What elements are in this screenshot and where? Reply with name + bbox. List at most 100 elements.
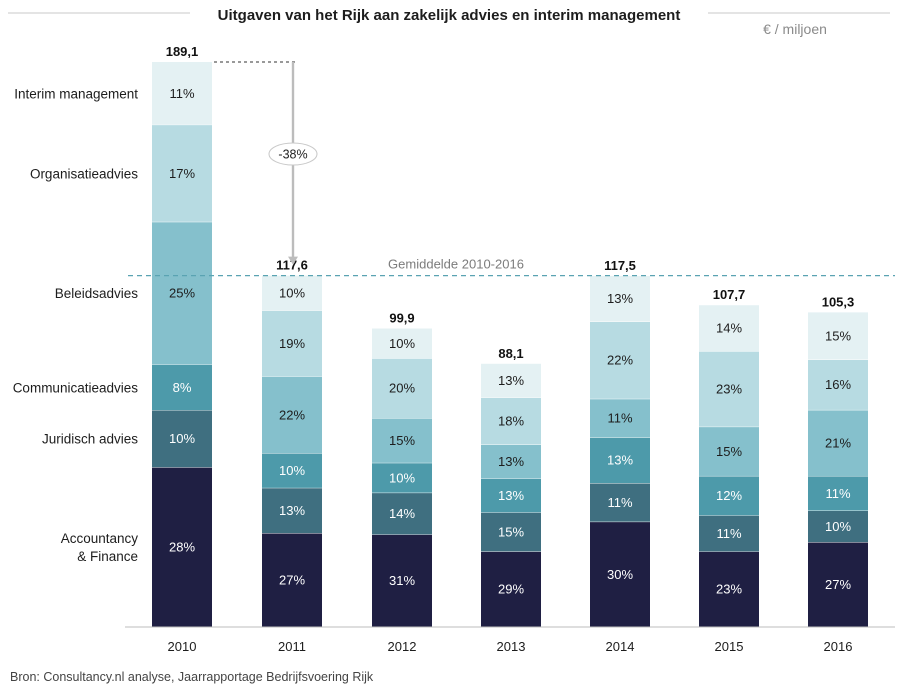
bar-segment xyxy=(481,363,541,398)
bar-segment xyxy=(372,462,432,493)
x-tick-label: 2012 xyxy=(388,639,417,654)
segment-percent-label: 10% xyxy=(825,519,851,534)
category-label: & Finance xyxy=(77,549,138,564)
segment-percent-label: 12% xyxy=(716,488,742,503)
segment-percent-label: 10% xyxy=(389,336,415,351)
bar-total-label: 107,7 xyxy=(713,287,746,302)
segment-percent-label: 13% xyxy=(498,454,524,469)
category-labels: Accountancy & Finance Juridisch advies Comm… xyxy=(13,86,139,564)
unit-label: € / miljoen xyxy=(763,21,827,37)
segment-percent-label: 15% xyxy=(716,444,742,459)
segment-percent-label: 21% xyxy=(825,435,851,450)
x-tick-label: 2014 xyxy=(606,639,635,654)
segment-percent-label: 19% xyxy=(279,336,305,351)
bar-segment xyxy=(372,418,432,463)
segment-percent-label: 27% xyxy=(825,577,851,592)
bar-segment xyxy=(152,62,212,125)
x-tick-label: 2015 xyxy=(715,639,744,654)
segment-percent-label: 23% xyxy=(716,381,742,396)
bar-segment xyxy=(808,312,868,360)
segment-percent-label: 28% xyxy=(169,540,195,555)
bar-segment xyxy=(699,305,759,352)
segment-percent-label: 10% xyxy=(279,463,305,478)
segment-percent-label: 27% xyxy=(279,573,305,588)
segment-percent-label: 13% xyxy=(607,453,633,468)
bar-segment xyxy=(808,409,868,476)
bar-segment xyxy=(699,551,759,627)
bar-segment xyxy=(262,487,322,534)
bar-segment xyxy=(262,533,322,627)
x-tick-label: 2013 xyxy=(497,639,526,654)
bar-segment xyxy=(481,551,541,627)
bar-total-label: 117,6 xyxy=(276,258,308,273)
segment-percent-label: 8% xyxy=(173,380,192,395)
bar-segment xyxy=(699,515,759,552)
bar-segment xyxy=(590,275,650,322)
segment-percent-label: 14% xyxy=(389,506,415,521)
bar-segment xyxy=(699,351,759,427)
segment-percent-label: 20% xyxy=(389,381,415,396)
segment-percent-label: 15% xyxy=(389,433,415,448)
segment-percent-label: 29% xyxy=(498,582,524,597)
segment-percent-label: 11% xyxy=(169,86,194,101)
bar-segment xyxy=(808,510,868,543)
category-label: Organisatieadvies xyxy=(30,166,138,181)
bar-segment xyxy=(481,512,541,552)
bar-segment xyxy=(590,398,650,438)
bar-segment xyxy=(808,359,868,410)
change-arrow-head xyxy=(288,256,298,265)
bar-segment xyxy=(262,275,322,311)
bar-segment xyxy=(481,397,541,445)
bar-segment xyxy=(481,478,541,513)
category-label: Communicatieadvies xyxy=(13,380,139,395)
bar-segment xyxy=(372,492,432,535)
bar-total-label: 105,3 xyxy=(822,294,855,309)
bar-segment xyxy=(372,328,432,359)
segment-percent-label: 14% xyxy=(716,321,742,336)
segment-percent-label: 30% xyxy=(607,567,633,582)
segment-percent-label: 13% xyxy=(607,291,633,306)
segment-percent-label: 16% xyxy=(825,377,851,392)
category-label: Beleidsadvies xyxy=(55,286,139,301)
bar-segment xyxy=(152,221,212,365)
bar-segment xyxy=(808,542,868,627)
segment-percent-label: 31% xyxy=(389,573,415,588)
segment-percent-label: 10% xyxy=(389,470,415,485)
bar-total-label: 189,1 xyxy=(166,44,199,59)
bar-segment xyxy=(152,364,212,411)
segment-percent-label: 17% xyxy=(169,166,195,181)
bar-segment xyxy=(262,453,322,488)
segment-percent-label: 22% xyxy=(607,353,633,368)
bar-segment xyxy=(699,426,759,476)
bar-segment xyxy=(262,376,322,454)
segment-percent-label: 25% xyxy=(169,286,195,301)
x-tick-label: 2011 xyxy=(278,639,306,654)
bar-segment xyxy=(372,358,432,419)
segment-percent-label: 13% xyxy=(498,488,524,503)
bar-segment xyxy=(152,467,212,627)
bar-segment xyxy=(590,437,650,484)
bar-segment xyxy=(152,410,212,468)
bar-segment xyxy=(481,444,541,479)
category-label: Interim management xyxy=(14,86,138,101)
bar-total-label: 88,1 xyxy=(498,346,523,361)
segment-percent-label: 15% xyxy=(825,328,851,343)
segment-percent-label: 10% xyxy=(279,286,305,301)
bar-segment xyxy=(699,475,759,516)
source-note: Bron: Consultancy.nl analyse, Jaarrappor… xyxy=(10,670,374,684)
segment-percent-label: 13% xyxy=(498,373,524,388)
chart-title: Uitgaven van het Rijk aan zakelijk advie… xyxy=(218,7,681,24)
bar-total-label: 99,9 xyxy=(389,311,414,326)
segment-percent-label: 13% xyxy=(279,503,305,518)
segment-percent-label: 23% xyxy=(716,582,742,597)
segment-percent-label: 15% xyxy=(498,524,524,539)
category-label: Accountancy xyxy=(61,531,139,546)
bar-segment xyxy=(590,483,650,522)
segment-percent-label: 11% xyxy=(607,495,632,510)
change-percent-label: -38% xyxy=(278,148,307,162)
category-label: Juridisch advies xyxy=(42,432,138,447)
bar-segment xyxy=(590,521,650,627)
segment-percent-label: 11% xyxy=(607,411,632,426)
bar-segment xyxy=(808,475,868,511)
average-label: Gemiddelde 2010-2016 xyxy=(388,257,524,272)
